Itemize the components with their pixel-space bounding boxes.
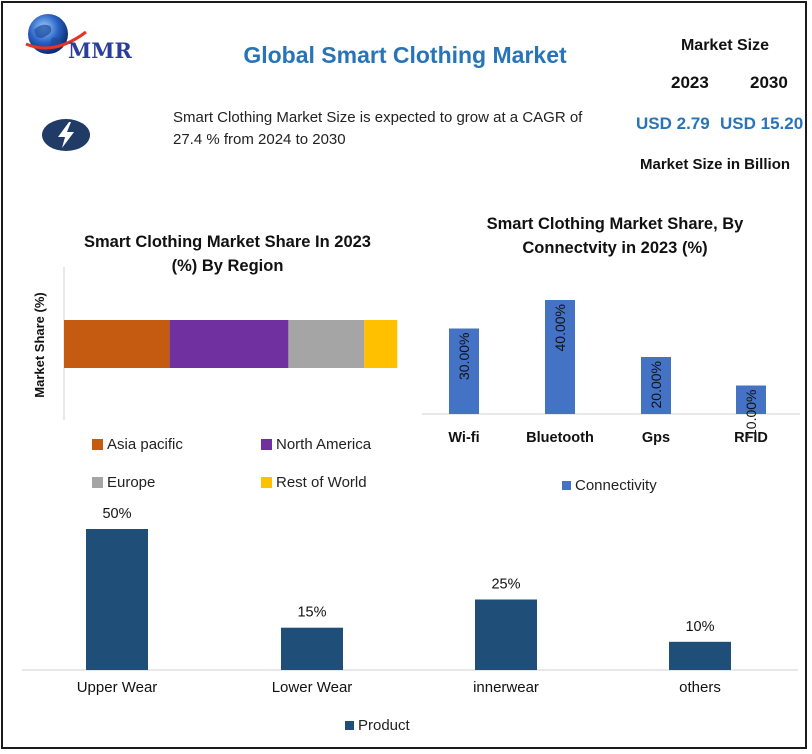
legend-swatch-connectivity: [562, 481, 571, 490]
legend-label-europe: Europe: [107, 474, 156, 491]
data-label-bluetooth: 40.00%: [552, 304, 568, 351]
market-size-unit: Market Size in Billion: [639, 156, 791, 173]
tick-label-rfid: RFID: [734, 430, 768, 446]
bar-lower-wear: [281, 627, 343, 670]
region-chart-title-line2: (%) By Region: [171, 257, 284, 275]
legend-swatch-north-america: [261, 439, 272, 450]
legend-label-asia: Asia pacific: [107, 436, 183, 453]
region-chart-title: Smart Clothing Market Share In 2023 (%) …: [50, 230, 405, 278]
connectivity-chart-title-line2: Connectvity in 2023 (%): [522, 239, 708, 257]
data-label-gps: 20.00%: [648, 361, 664, 408]
summary-text: Smart Clothing Market Size is expected t…: [173, 109, 583, 148]
data-label-lower-wear: 15%: [297, 605, 326, 621]
legend-label-rest-of-world: Rest of World: [276, 474, 367, 491]
mmr-globe-logo-icon: [25, 14, 87, 54]
year-start: 2023: [671, 73, 709, 92]
legend-swatch-rest-of-world: [261, 477, 272, 488]
bar-rest-of-world: [364, 320, 398, 368]
tick-label-upper-wear: Upper Wear: [77, 679, 158, 696]
value-start: USD 2.79: [636, 114, 710, 133]
legend-connectivity: Connectivity: [562, 477, 657, 494]
market-size-label: Market Size: [680, 37, 770, 54]
value-end: USD 15.20: [720, 114, 804, 133]
data-label-innerwear: 25%: [491, 577, 520, 593]
bar-asia-pacific: [64, 320, 170, 368]
tick-label-innerwear: innerwear: [473, 679, 539, 696]
data-label-others: 10%: [685, 619, 714, 635]
lightning-bolt-icon: [42, 119, 90, 151]
region-y-axis-label: Market Share (%): [32, 292, 47, 397]
connectivity-chart: 30.00% Wi-fi 40.00% Bluetooth 20.00% Gps 10.00…: [422, 300, 800, 446]
connectivity-chart-title-line1: Smart Clothing Market Share, By: [486, 215, 744, 233]
data-label-wi-fi: 30.00%: [456, 333, 472, 380]
connectivity-chart-title: Smart Clothing Market Share, By Connectv…: [445, 212, 785, 260]
legend-europe: Europe: [92, 474, 155, 491]
legend-asia: Asia pacific: [92, 436, 183, 453]
tick-label-bluetooth: Bluetooth: [526, 430, 594, 446]
legend-north-america: North America: [261, 436, 371, 453]
bar-north-america: [169, 320, 289, 368]
bar-rfid: [736, 385, 766, 414]
bar-innerwear: [475, 599, 537, 670]
product-chart: 50% Upper Wear 15% Lower Wear 25% innerwear 10…: [22, 506, 798, 696]
legend-label-north-america: North America: [276, 436, 372, 453]
tick-label-lower-wear: Lower Wear: [272, 679, 353, 696]
bar-upper-wear: [86, 529, 148, 670]
bar-gps: [641, 357, 671, 414]
legend-swatch-product: [345, 721, 354, 730]
legend-swatch-asia: [92, 439, 103, 450]
data-label-rfid: 10.00%: [743, 390, 759, 437]
bar-others: [669, 641, 731, 670]
legend-label-connectivity: Connectivity: [575, 477, 657, 494]
tick-label-wi-fi: Wi-fi: [448, 430, 479, 446]
legend-swatch-europe: [92, 477, 103, 488]
legend-product: Product: [345, 717, 410, 734]
bar-bluetooth: [545, 300, 575, 414]
tick-label-gps: Gps: [642, 430, 670, 446]
tick-label-others: others: [679, 679, 721, 696]
data-label-upper-wear: 50%: [102, 506, 131, 522]
year-end: 2030: [750, 73, 788, 92]
bar-wi-fi: [449, 328, 479, 414]
legend-rest-of-world: Rest of World: [261, 474, 367, 491]
page-title: Global Smart Clothing Market: [243, 42, 567, 68]
region-chart-title-line1: Smart Clothing Market Share In 2023: [83, 233, 371, 251]
bar-europe: [288, 320, 365, 368]
legend-label-product: Product: [358, 717, 410, 734]
region-chart: Market Share (%): [32, 267, 398, 420]
logo-text: MMR: [68, 38, 132, 63]
